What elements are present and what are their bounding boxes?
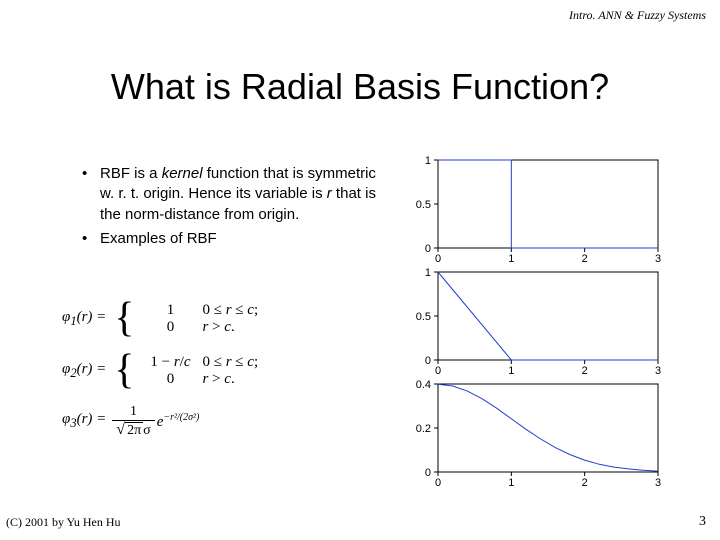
- phi2-cond1: 0 ≤ r ≤ c;: [202, 354, 258, 371]
- svg-text:0.5: 0.5: [416, 199, 431, 211]
- page-title: What is Radial Basis Function?: [0, 66, 720, 108]
- svg-text:3: 3: [655, 253, 661, 264]
- svg-text:3: 3: [655, 477, 661, 488]
- svg-text:0: 0: [435, 477, 441, 488]
- chart-1: 0 1 2 3 0 0.5 1: [402, 156, 692, 264]
- svg-text:0.2: 0.2: [416, 423, 431, 435]
- charts-column: 012300.51 012300.51 012300.20.4: [402, 156, 692, 492]
- phi2-val1: 1 − r/c: [138, 354, 202, 371]
- phi3-num: 1: [112, 404, 154, 421]
- phi2-lhs: φ2(r) =: [62, 361, 106, 381]
- svg-text:0.4: 0.4: [416, 380, 431, 391]
- phi1-val1: 1: [138, 302, 202, 319]
- phi3-lhs: φ3(r) =: [62, 411, 106, 431]
- bullet-list: RBF is a kernel function that is symmetr…: [78, 164, 378, 253]
- phi3-exp: e−r²/(2σ²): [157, 412, 200, 431]
- svg-text:0: 0: [435, 365, 441, 376]
- svg-text:1: 1: [425, 156, 431, 167]
- phi3-fraction: 1 2πσ: [112, 404, 154, 439]
- phi1-cond1: 0 ≤ r ≤ c;: [202, 302, 258, 319]
- page-number: 3: [699, 514, 706, 530]
- svg-text:2: 2: [582, 365, 588, 376]
- phi2-val2: 0: [138, 371, 202, 388]
- svg-text:0: 0: [425, 243, 431, 255]
- bullet-1: RBF is a kernel function that is symmetr…: [78, 164, 378, 225]
- brace-icon: {: [114, 352, 134, 390]
- svg-text:0: 0: [435, 253, 441, 264]
- phi1-val2: 0: [138, 319, 202, 336]
- svg-text:3: 3: [655, 365, 661, 376]
- formula-phi2: φ2(r) = { 1 − r/c0 ≤ r ≤ c; 0r > c.: [62, 352, 362, 390]
- chart-3: 0 1 2 3 0 0.2 0.4: [402, 380, 692, 488]
- svg-text:0: 0: [425, 355, 431, 367]
- svg-text:1: 1: [508, 477, 514, 488]
- copyright: (C) 2001 by Yu Hen Hu: [6, 515, 121, 530]
- svg-text:0: 0: [425, 467, 431, 479]
- phi1-lhs: φ1(r) =: [62, 309, 106, 329]
- phi3-den: 2πσ: [112, 421, 154, 439]
- svg-text:1: 1: [508, 253, 514, 264]
- phi1-cond2: r > c.: [202, 319, 234, 336]
- bullet-2: Examples of RBF: [78, 229, 378, 249]
- formula-phi3: φ3(r) = 1 2πσ e−r²/(2σ²): [62, 404, 362, 439]
- brace-icon: {: [114, 300, 134, 338]
- svg-text:2: 2: [582, 253, 588, 264]
- formula-phi1: φ1(r) = { 10 ≤ r ≤ c; 0r > c.: [62, 300, 362, 338]
- bullet-1-pre: RBF is a: [100, 165, 162, 182]
- svg-text:0.5: 0.5: [416, 311, 431, 323]
- formula-block: φ1(r) = { 10 ≤ r ≤ c; 0r > c. φ2(r) = { …: [62, 300, 362, 453]
- svg-text:1: 1: [425, 268, 431, 279]
- bullet-1-kernel: kernel: [162, 165, 203, 182]
- chart-2: 0 1 2 3 0 0.5 1: [402, 268, 692, 376]
- svg-text:2: 2: [582, 477, 588, 488]
- course-header: Intro. ANN & Fuzzy Systems: [569, 8, 706, 23]
- phi2-cond2: r > c.: [202, 371, 234, 388]
- svg-text:1: 1: [508, 365, 514, 376]
